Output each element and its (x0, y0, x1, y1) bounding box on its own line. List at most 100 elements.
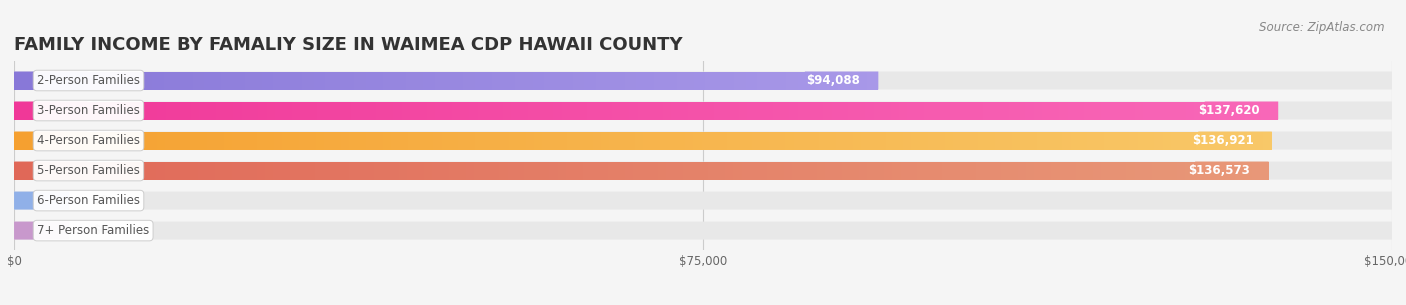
Bar (983, 102, 991, 120)
Bar (22, 131, 31, 149)
Bar (568, 131, 576, 149)
Bar (831, 102, 839, 120)
Bar (1180, 131, 1188, 149)
Bar (377, 71, 382, 89)
Bar (1270, 102, 1278, 120)
Bar (966, 102, 974, 120)
Bar (868, 162, 876, 180)
Bar (316, 131, 325, 149)
Bar (554, 102, 562, 120)
Bar (240, 162, 249, 180)
Bar (995, 131, 1004, 149)
Bar (1211, 102, 1219, 120)
Bar (1038, 131, 1046, 149)
Bar (66, 71, 72, 89)
Bar (318, 102, 326, 120)
Bar (823, 102, 831, 120)
Bar (239, 71, 245, 89)
Bar (470, 102, 478, 120)
Bar (685, 131, 693, 149)
Bar (382, 131, 391, 149)
Bar (97, 162, 105, 180)
Bar (14, 71, 20, 89)
Bar (1261, 102, 1270, 120)
Bar (285, 71, 291, 89)
Bar (402, 102, 411, 120)
Bar (368, 102, 377, 120)
Bar (786, 71, 792, 89)
Bar (495, 102, 503, 120)
Bar (643, 131, 651, 149)
Bar (457, 162, 465, 180)
Bar (242, 102, 250, 120)
Bar (1060, 162, 1069, 180)
Bar (298, 162, 307, 180)
Bar (605, 102, 613, 120)
Bar (478, 102, 486, 120)
Bar (349, 71, 354, 89)
Bar (129, 71, 135, 89)
Bar (122, 162, 131, 180)
Bar (39, 162, 48, 180)
Bar (602, 71, 607, 89)
Bar (124, 71, 129, 89)
Bar (825, 162, 834, 180)
Bar (374, 131, 382, 149)
Bar (550, 162, 558, 180)
Bar (215, 131, 224, 149)
FancyBboxPatch shape (14, 162, 87, 180)
Bar (391, 131, 399, 149)
Bar (882, 102, 890, 120)
Bar (783, 162, 792, 180)
Bar (224, 131, 232, 149)
Bar (257, 162, 264, 180)
Bar (207, 131, 215, 149)
Bar (1025, 102, 1033, 120)
Bar (391, 162, 399, 180)
Bar (273, 162, 281, 180)
Bar (100, 71, 107, 89)
Bar (181, 131, 190, 149)
Bar (301, 102, 309, 120)
Bar (148, 162, 156, 180)
Bar (651, 131, 659, 149)
Bar (298, 162, 307, 180)
Bar (65, 162, 73, 180)
Bar (156, 162, 165, 180)
Bar (503, 102, 512, 120)
Bar (273, 162, 281, 180)
Bar (695, 71, 700, 89)
Bar (797, 71, 803, 89)
Bar (416, 131, 425, 149)
Bar (14, 71, 20, 89)
Bar (526, 131, 534, 149)
Bar (596, 71, 602, 89)
Bar (165, 162, 173, 180)
Bar (315, 162, 323, 180)
Bar (1050, 102, 1059, 120)
Bar (31, 131, 39, 149)
Bar (1050, 102, 1059, 120)
Bar (1135, 102, 1143, 120)
Bar (232, 131, 240, 149)
Bar (766, 162, 775, 180)
Bar (976, 162, 984, 180)
Bar (976, 162, 984, 180)
Bar (849, 71, 855, 89)
Bar (908, 162, 917, 180)
Bar (181, 162, 190, 180)
Bar (335, 102, 343, 120)
Bar (749, 162, 758, 180)
Bar (543, 131, 551, 149)
Bar (173, 131, 181, 149)
Bar (789, 102, 797, 120)
Bar (835, 131, 844, 149)
Bar (382, 162, 391, 180)
Bar (332, 162, 340, 180)
Bar (222, 71, 228, 89)
Bar (1202, 162, 1211, 180)
Bar (1236, 102, 1244, 120)
Bar (533, 162, 541, 180)
Bar (869, 131, 877, 149)
Bar (541, 162, 550, 180)
